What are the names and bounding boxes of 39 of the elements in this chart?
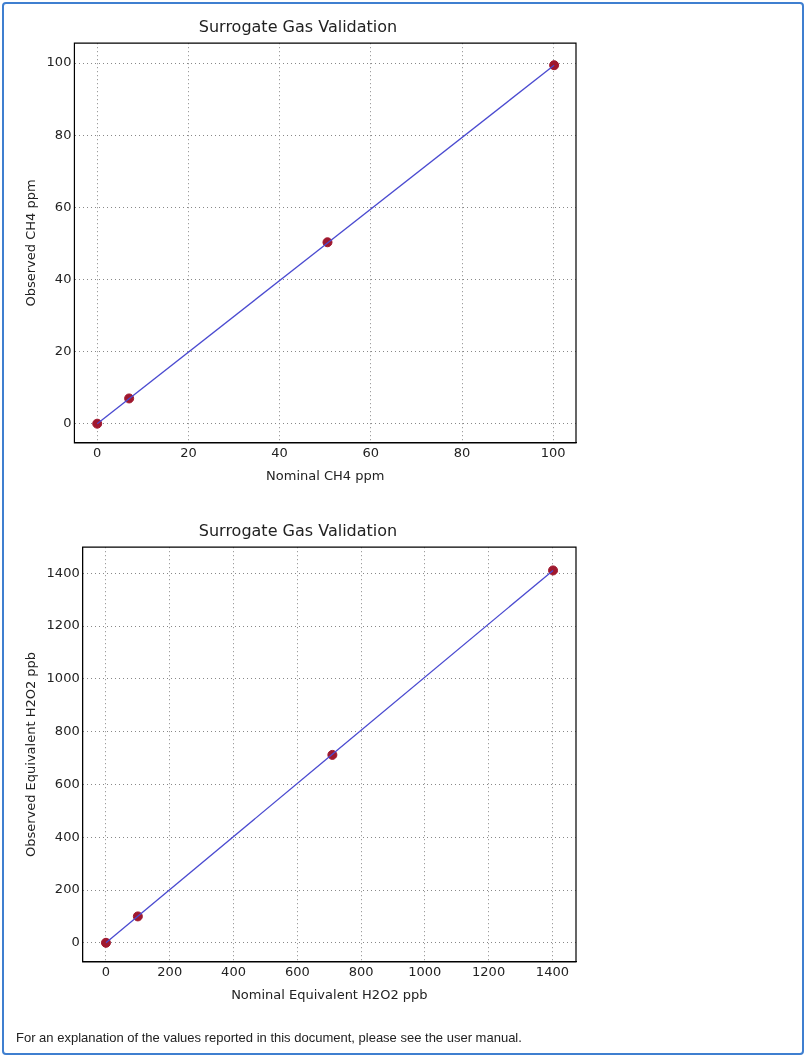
- point: [100, 937, 111, 948]
- y-tick-label: 600: [54, 775, 80, 791]
- point: [548, 565, 559, 576]
- point: [549, 60, 560, 71]
- y-tick-label: 400: [54, 828, 80, 844]
- y-tick-label: 20: [54, 342, 72, 358]
- y-tick-label: 100: [46, 54, 72, 70]
- x-tick-label: 40: [271, 444, 288, 460]
- x-tick-label: 100: [540, 444, 566, 460]
- x-tick-label: 600: [284, 963, 310, 979]
- x-tick-label: 80: [453, 444, 471, 460]
- x-axis-title: Nominal Equivalent H2O2 ppb: [231, 986, 428, 1002]
- x-tick-label: 800: [348, 963, 374, 979]
- y-tick-label: 1400: [46, 564, 80, 580]
- x-tick-label: 200: [157, 963, 183, 979]
- x-tick-label: 1000: [408, 963, 442, 979]
- x-axis-title: Nominal CH4 ppm: [266, 467, 385, 483]
- y-tick-label: 40: [54, 270, 72, 286]
- y-tick-label: 1000: [46, 670, 80, 686]
- x-tick-label: 60: [362, 444, 380, 460]
- y-tick-label: 200: [54, 881, 80, 897]
- x-tick-label: 20: [180, 444, 197, 460]
- x-tick-label: 1400: [535, 963, 569, 979]
- x-tick-label: 0: [101, 963, 111, 979]
- x-tick-label: 1200: [472, 963, 506, 979]
- y-axis-title: Observed CH4 ppm: [23, 179, 39, 307]
- x-tick-label: 400: [221, 963, 246, 979]
- text: For an explanation of the values reported in this document, please see the user manual.: [16, 1030, 522, 1045]
- point: [92, 418, 103, 429]
- y-tick-label: 80: [54, 126, 72, 142]
- y-tick-label: 0: [63, 415, 72, 431]
- y-tick-label: 0: [71, 934, 80, 950]
- y-tick-label: 1200: [46, 617, 80, 633]
- chart-title: Surrogate Gas Validation: [198, 16, 398, 36]
- y-tick-label: 800: [54, 723, 80, 739]
- y-tick-label: 60: [54, 198, 72, 214]
- y-axis-title: Observed Equivalent H2O2 ppb: [23, 651, 39, 858]
- chart-title: Surrogate Gas Validation: [198, 520, 398, 540]
- x-tick-label: 0: [93, 444, 102, 460]
